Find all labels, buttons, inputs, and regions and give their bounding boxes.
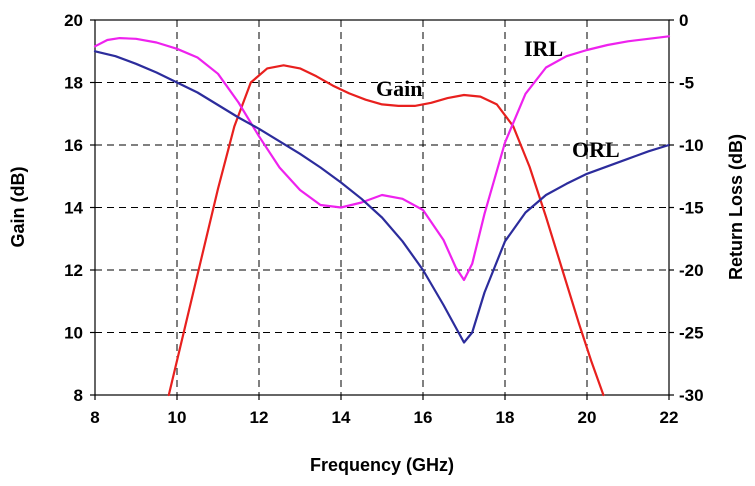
tick-labels: 8 10 12 14 16 18 20 22 8 10 12 14 16 18 20 -30 -25 -20 -15… (64, 11, 704, 427)
x-tick-label: 8 (90, 408, 99, 427)
x-tick-label: 14 (332, 408, 351, 427)
y-right-tick-label: 0 (679, 11, 688, 30)
series-orl-line (93, 50, 671, 344)
y-right-tick-label: -25 (679, 324, 704, 343)
x-axis-title: Frequency (GHz) (310, 455, 454, 475)
series-label-gain: Gain (376, 76, 422, 101)
y-left-tick-label: 14 (64, 199, 83, 218)
x-tick-label: 18 (496, 408, 515, 427)
y-axis-left-title: Gain (dB) (8, 167, 28, 248)
y-left-tick-label: 10 (64, 324, 83, 343)
x-tick-label: 20 (578, 408, 597, 427)
y-right-tick-label: -20 (679, 261, 704, 280)
y-right-tick-label: -10 (679, 136, 704, 155)
y-left-tick-label: 8 (74, 386, 83, 405)
x-tick-label: 12 (250, 408, 269, 427)
x-tick-label: 16 (414, 408, 433, 427)
series-gain-line (167, 64, 605, 397)
series-layer (93, 35, 671, 397)
y-axis-right-title: Return Loss (dB) (726, 134, 746, 280)
y-left-tick-label: 12 (64, 261, 83, 280)
series-label-irl: IRL (524, 36, 563, 61)
y-left-tick-label: 20 (64, 11, 83, 30)
y-left-tick-label: 18 (64, 74, 83, 93)
series-irl-line (93, 35, 671, 282)
y-right-tick-label: -5 (679, 74, 694, 93)
x-tick-label: 10 (168, 408, 187, 427)
y-right-tick-label: -15 (679, 199, 704, 218)
y-left-tick-label: 16 (64, 136, 83, 155)
x-tick-label: 22 (660, 408, 679, 427)
y-right-tick-label: -30 (679, 386, 704, 405)
grid-lines (95, 20, 669, 395)
series-label-orl: ORL (572, 137, 620, 162)
